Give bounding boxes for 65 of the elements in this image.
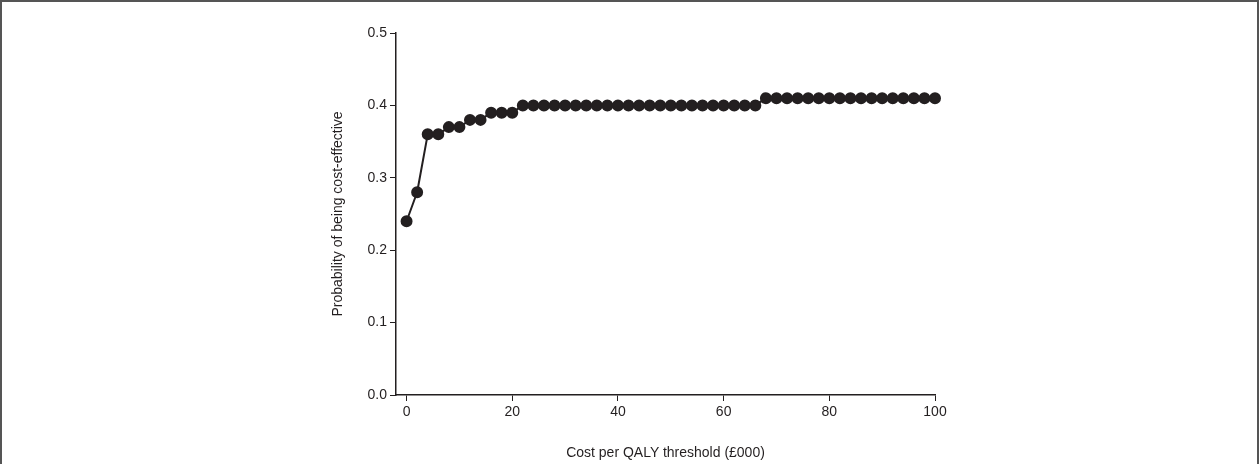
x-axis-title: Cost per QALY threshold (£000) <box>566 444 765 461</box>
point <box>453 121 466 134</box>
point <box>569 99 582 112</box>
point <box>707 99 720 112</box>
point <box>559 99 572 112</box>
point <box>580 99 593 112</box>
point <box>590 99 603 112</box>
point <box>485 106 498 119</box>
point <box>411 186 424 199</box>
point <box>495 106 508 119</box>
point <box>770 92 783 105</box>
point <box>643 99 656 112</box>
point <box>421 128 434 141</box>
point <box>897 92 910 105</box>
point <box>918 92 931 105</box>
point <box>527 99 540 112</box>
point <box>749 99 762 112</box>
x-tick-label: 20 <box>504 403 521 420</box>
x-tick-label: 100 <box>923 403 947 420</box>
point <box>611 99 624 112</box>
point <box>537 99 550 112</box>
point <box>833 92 846 105</box>
point <box>506 106 519 119</box>
point <box>463 113 476 126</box>
point <box>844 92 857 105</box>
point <box>876 92 889 105</box>
point <box>601 99 614 112</box>
point <box>664 99 677 112</box>
point <box>633 99 646 112</box>
y-axis-title: Probability of being cost-effective <box>329 111 346 317</box>
point <box>886 92 899 105</box>
y-tick-label: 0.5 <box>367 23 388 40</box>
point <box>432 128 445 141</box>
point <box>812 92 825 105</box>
y-tick-label: 0.3 <box>367 168 388 185</box>
x-tick-label: 0 <box>402 403 411 420</box>
point <box>717 99 730 112</box>
point <box>685 99 698 112</box>
point <box>654 99 667 112</box>
point <box>728 99 741 112</box>
x-tick-label: 60 <box>715 403 732 420</box>
point <box>548 99 561 112</box>
point <box>442 121 455 134</box>
point <box>400 215 413 228</box>
point <box>516 99 529 112</box>
x-tick-label: 80 <box>821 403 838 420</box>
y-tick-label: 0.0 <box>367 385 388 402</box>
point <box>929 92 941 105</box>
y-tick-label: 0.1 <box>367 313 388 330</box>
point <box>622 99 635 112</box>
point <box>474 113 487 126</box>
y-tick-label: 0.2 <box>367 241 388 258</box>
point <box>791 92 804 105</box>
point <box>738 99 751 112</box>
point <box>823 92 836 105</box>
y-tick-label: 0.4 <box>367 96 388 113</box>
point <box>781 92 794 105</box>
point <box>759 92 772 105</box>
point <box>907 92 920 105</box>
point <box>855 92 868 105</box>
point <box>865 92 878 105</box>
point <box>675 99 688 112</box>
x-tick-label: 40 <box>610 403 626 420</box>
point <box>696 99 709 112</box>
point <box>802 92 815 105</box>
